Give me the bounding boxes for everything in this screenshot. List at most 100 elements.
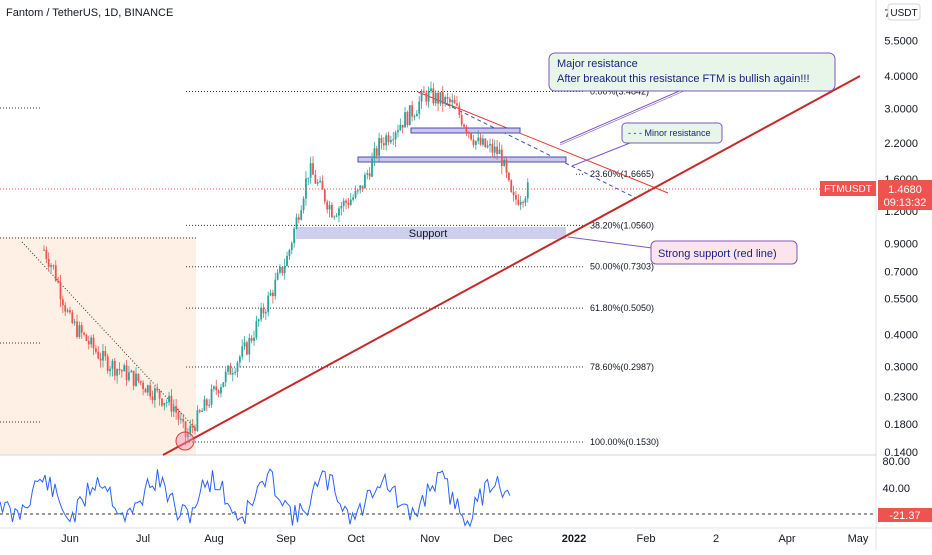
candle-body <box>439 92 442 104</box>
candle-body <box>217 390 220 394</box>
candle-body <box>302 198 305 211</box>
candle-body <box>203 399 206 411</box>
rsi-axis[interactable]: 80.00 40.00 <box>882 456 910 495</box>
candle-body <box>116 368 119 376</box>
candle-body <box>102 350 104 361</box>
candle-body <box>493 146 496 153</box>
candle-body <box>342 200 345 206</box>
candle-body <box>66 310 69 312</box>
candle-body <box>78 325 81 337</box>
candle-body <box>507 172 510 181</box>
x-tick-label: 2 <box>713 533 719 545</box>
candle-body <box>437 92 439 104</box>
candle-body <box>385 135 388 146</box>
y-tick-label: 0.3000 <box>884 362 918 374</box>
candle-body <box>482 138 484 145</box>
candle-body <box>125 365 128 381</box>
price-axis[interactable]: 7.00005.50004.00003.00002.20001.60001.20… <box>884 8 918 459</box>
candle-body <box>404 112 406 128</box>
candle-body <box>401 124 404 128</box>
candle-body <box>453 99 456 104</box>
candle-body <box>458 105 461 115</box>
strong-support-callout[interactable] <box>650 240 798 265</box>
minor-resistance-callout[interactable] <box>621 122 723 144</box>
time-axis[interactable]: Jun Jul Aug Sep Oct Nov Dec 2022 Feb 2 Apr May <box>61 533 869 545</box>
candle-body <box>137 373 140 382</box>
candle-body <box>415 113 418 117</box>
minor-resistance-dashed-line[interactable] <box>445 103 637 199</box>
candle-body <box>371 158 373 177</box>
candle-body <box>172 406 175 412</box>
candle-body <box>163 403 166 406</box>
currency-button[interactable] <box>887 3 921 21</box>
candle-body <box>300 210 303 220</box>
candle-body <box>76 321 78 337</box>
candlestick-series[interactable] <box>43 81 529 446</box>
candle-body <box>519 202 522 205</box>
candle-body <box>255 321 258 338</box>
candle-body <box>238 356 241 363</box>
candle-body <box>347 202 350 206</box>
candle-body <box>132 370 135 386</box>
candle-body <box>222 382 225 387</box>
y-tick-label: 2.2000 <box>884 138 918 150</box>
fib-retracement[interactable]: 0.00%(3.4842)23.60%(1.6665)38.20%(1.0560… <box>186 86 659 447</box>
candle-body <box>165 402 168 404</box>
minor-resistance-box[interactable] <box>357 156 567 163</box>
candle-body <box>472 139 475 145</box>
candle-body <box>368 173 371 177</box>
support-zone[interactable] <box>296 227 566 239</box>
candle-body <box>309 163 312 178</box>
currency-button-label: USDT <box>890 8 917 19</box>
x-tick-label: May <box>848 533 869 545</box>
x-tick-label: Feb <box>637 533 656 545</box>
candle-body <box>288 250 291 256</box>
candle-body <box>338 208 340 216</box>
candle-body <box>333 216 336 218</box>
candle-body <box>170 395 173 412</box>
candle-body <box>486 145 489 148</box>
y-tick-label: 0.1800 <box>884 419 918 431</box>
candle-body <box>335 215 338 217</box>
candle-body <box>465 126 468 133</box>
candle-body <box>441 92 444 105</box>
strong-support-text: Strong support (red line) <box>658 248 777 260</box>
rsi-series[interactable] <box>0 468 511 528</box>
major-resistance-callout[interactable] <box>548 52 836 92</box>
candle-body <box>330 204 333 218</box>
candle-body <box>191 425 194 428</box>
symbol-tag <box>820 181 876 196</box>
candle-body <box>295 217 298 229</box>
candle-body <box>399 124 402 131</box>
candle-body <box>408 105 411 126</box>
symbol-title[interactable]: Fantom / TetherUS, 1D, BINANCE <box>6 7 173 19</box>
candle-body <box>460 114 463 125</box>
strong-support-trendline[interactable] <box>162 75 861 456</box>
candle-body <box>45 249 48 260</box>
major-resistance-box[interactable] <box>410 127 521 134</box>
candle-body <box>269 292 272 296</box>
candle-body <box>139 381 142 383</box>
rsi-tick-label: 40.00 <box>882 483 910 495</box>
candle-body <box>281 266 284 274</box>
candle-body <box>364 174 366 189</box>
candle-body <box>142 382 144 390</box>
candle-body <box>387 135 390 143</box>
highlight-zone <box>0 237 196 455</box>
candle-body <box>194 427 196 431</box>
candle-body <box>57 280 60 283</box>
candle-body <box>260 307 262 320</box>
candle-body <box>220 386 222 394</box>
rsi-tick-label: 80.00 <box>882 456 910 468</box>
candle-body <box>307 177 310 179</box>
candle-body <box>158 390 161 399</box>
candle-body <box>479 137 482 145</box>
candle-body <box>246 342 248 355</box>
candle-body <box>328 204 331 210</box>
candle-body <box>262 307 265 314</box>
candle-body <box>264 312 267 314</box>
candle-body <box>130 370 133 373</box>
candle-body <box>477 137 480 142</box>
candle-body <box>505 159 508 173</box>
